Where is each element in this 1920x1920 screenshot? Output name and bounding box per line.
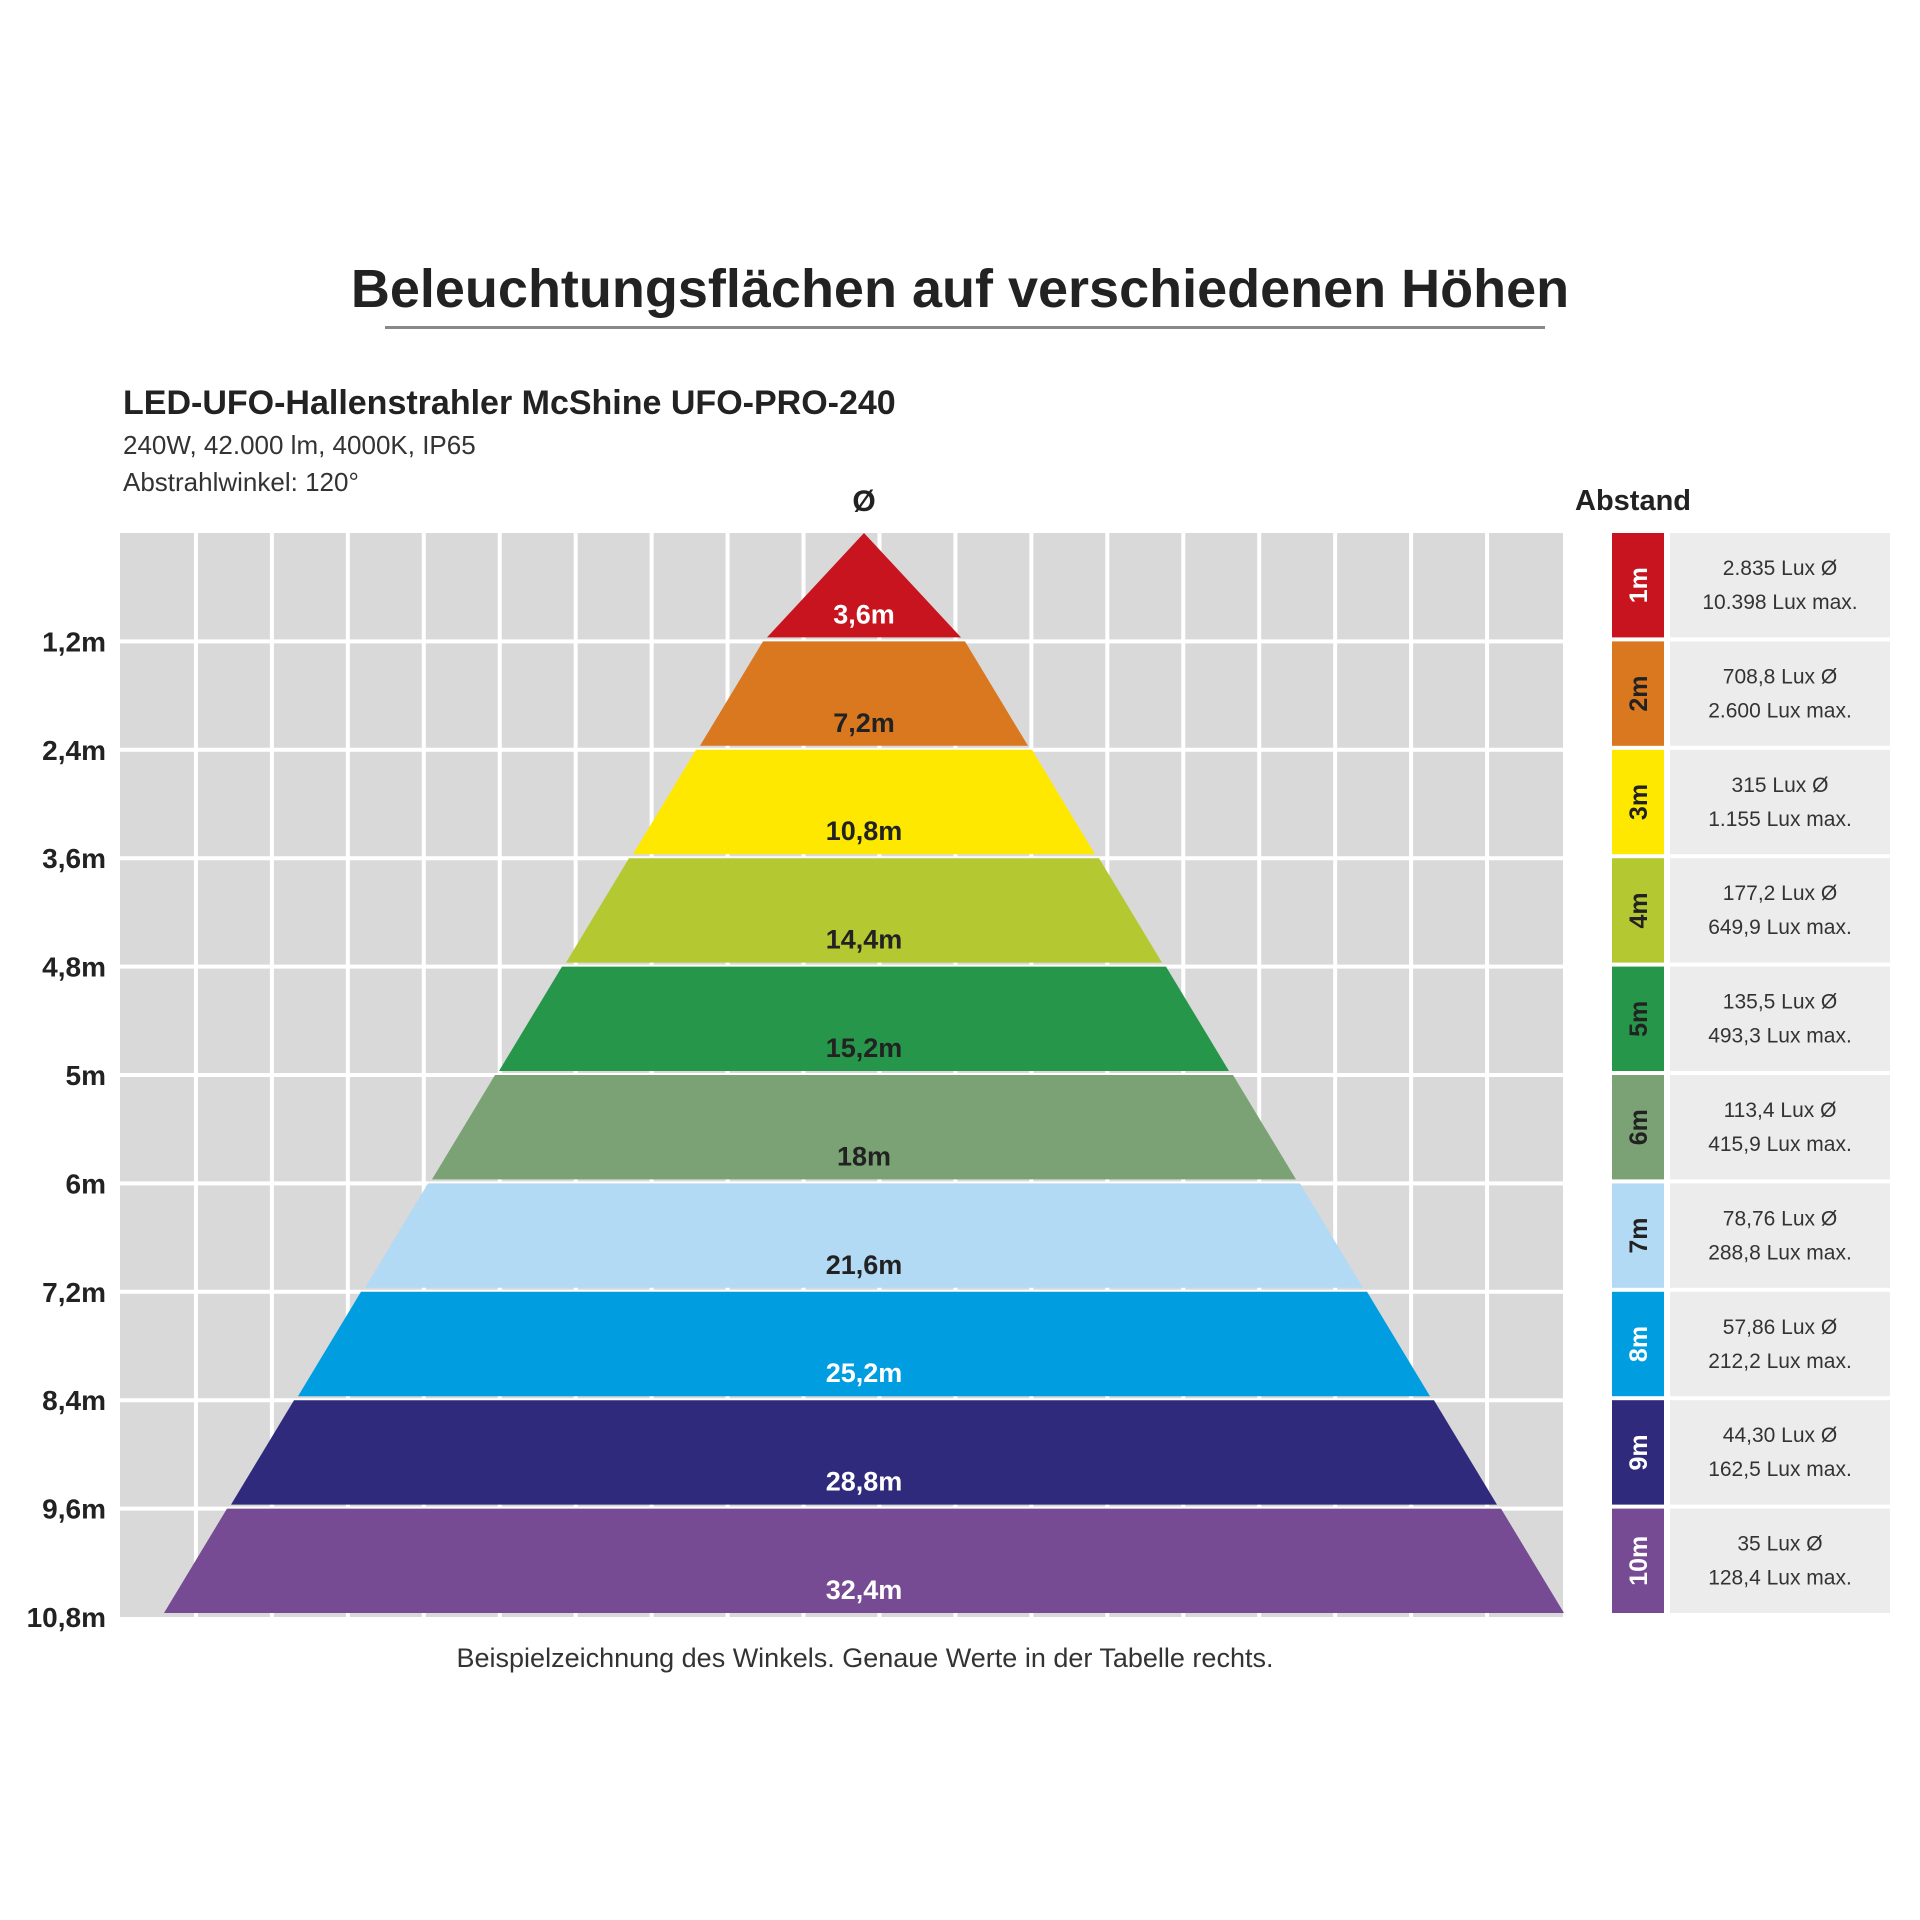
height-label: 5m bbox=[66, 1060, 106, 1091]
lux-max: 162,5 Lux max. bbox=[1708, 1458, 1852, 1481]
pyramid-level bbox=[499, 966, 1229, 1071]
pyramid-level bbox=[164, 1508, 1564, 1613]
product-specs: 240W, 42.000 lm, 4000K, IP65 bbox=[123, 430, 476, 460]
diameter-label: 7,2m bbox=[833, 708, 895, 738]
distance-swatch bbox=[1612, 1291, 1664, 1397]
lux-average: 2.835 Lux Ø bbox=[1723, 557, 1837, 580]
pyramid-level bbox=[700, 641, 1028, 746]
lux-max: 2.600 Lux max. bbox=[1708, 699, 1852, 722]
distance-label: 8m bbox=[1625, 1326, 1653, 1362]
height-label: 1,2m bbox=[42, 626, 106, 657]
distance-label: 1m bbox=[1625, 567, 1653, 603]
distance-swatch bbox=[1612, 1183, 1664, 1288]
diameter-label: 18m bbox=[837, 1141, 891, 1171]
lux-max: 128,4 Lux max. bbox=[1708, 1567, 1852, 1590]
product-name: LED-UFO-Hallenstrahler McShine UFO-PRO-2… bbox=[123, 384, 896, 422]
height-label: 8,4m bbox=[42, 1385, 106, 1416]
diameter-label: 32,4m bbox=[826, 1575, 903, 1605]
height-label: 3,6m bbox=[42, 843, 106, 874]
pyramid-level bbox=[298, 1291, 1430, 1397]
pyramid-level bbox=[231, 1400, 1497, 1505]
diameter-label: 25,2m bbox=[826, 1358, 903, 1388]
diameter-label: 15,2m bbox=[826, 1033, 903, 1063]
distance-label: 4m bbox=[1625, 892, 1653, 928]
distance-table: 1m 2.835 Lux Ø 10.398 Lux max. 2m 708,8 Lux … bbox=[1612, 533, 1890, 1613]
height-label: 6m bbox=[66, 1168, 106, 1199]
diameter-label: 10,8m bbox=[826, 816, 903, 846]
height-label: 7,2m bbox=[42, 1277, 106, 1308]
lux-cell bbox=[1670, 1400, 1890, 1505]
lux-cell bbox=[1670, 858, 1890, 963]
lux-max: 649,9 Lux max. bbox=[1708, 916, 1852, 939]
lux-average: 135,5 Lux Ø bbox=[1723, 991, 1837, 1014]
height-label: 9,6m bbox=[42, 1494, 106, 1525]
height-label: 10,8m bbox=[27, 1602, 106, 1633]
lux-average: 35 Lux Ø bbox=[1737, 1533, 1822, 1556]
lux-average: 177,2 Lux Ø bbox=[1723, 882, 1837, 905]
lux-cell bbox=[1670, 533, 1890, 638]
distance-header: Abstand bbox=[1575, 485, 1691, 517]
pyramid-level bbox=[633, 749, 1095, 855]
main-title: Beleuchtungsflächen auf verschiedenen Hö… bbox=[350, 259, 1570, 319]
distance-label: 10m bbox=[1625, 1536, 1653, 1586]
diameter-label: 28,8m bbox=[826, 1467, 903, 1497]
distance-swatch bbox=[1612, 858, 1664, 963]
pyramid-level bbox=[767, 533, 961, 638]
distance-swatch bbox=[1612, 749, 1664, 855]
pyramid-level bbox=[432, 1075, 1296, 1180]
lux-average: 44,30 Lux Ø bbox=[1723, 1424, 1837, 1447]
lux-average: 315 Lux Ø bbox=[1732, 774, 1829, 797]
light-pyramid: 3,6m 7,2m 10,8m 14,4m 15,2m 18m 21,6m 25,2m 28,8… bbox=[164, 533, 1564, 1613]
distance-label: 7m bbox=[1625, 1218, 1653, 1254]
lux-max: 415,9 Lux max. bbox=[1708, 1133, 1852, 1156]
height-axis: 1,2m 2,4m 3,6m 4,8m 5m 6m 7,2m 8,4m 9,6m 10,8m bbox=[27, 626, 106, 1633]
footnote: Beispielzeichnung des Winkels. Genaue We… bbox=[456, 1643, 1274, 1673]
diameter-label: 21,6m bbox=[826, 1250, 903, 1280]
diameter-label: 3,6m bbox=[833, 599, 895, 629]
distance-swatch bbox=[1612, 641, 1664, 746]
diameter-header-label: Ø bbox=[852, 485, 876, 518]
lux-cell bbox=[1670, 1075, 1890, 1180]
lux-average: 78,76 Lux Ø bbox=[1723, 1207, 1837, 1230]
lux-cell bbox=[1670, 641, 1890, 746]
lux-average: 708,8 Lux Ø bbox=[1723, 665, 1837, 688]
lux-cell bbox=[1670, 1183, 1890, 1288]
lux-cell bbox=[1670, 966, 1890, 1071]
distance-label: 2m bbox=[1625, 676, 1653, 712]
distance-label: 5m bbox=[1625, 1001, 1653, 1037]
lux-cell bbox=[1670, 749, 1890, 855]
lux-cell bbox=[1670, 1291, 1890, 1397]
distance-label: 6m bbox=[1625, 1109, 1653, 1145]
lux-max: 1.155 Lux max. bbox=[1708, 808, 1852, 831]
distance-label: 9m bbox=[1625, 1434, 1653, 1470]
distance-swatch bbox=[1612, 1508, 1664, 1613]
pyramid-level bbox=[365, 1183, 1363, 1288]
pyramid-level bbox=[566, 858, 1162, 963]
product-angle: Abstrahlwinkel: 120° bbox=[123, 467, 359, 497]
lux-max: 493,3 Lux max. bbox=[1708, 1025, 1852, 1048]
distance-label: 3m bbox=[1625, 784, 1653, 820]
lux-max: 10.398 Lux max. bbox=[1702, 591, 1857, 614]
lux-max: 212,2 Lux max. bbox=[1708, 1350, 1852, 1373]
height-label: 2,4m bbox=[42, 735, 106, 766]
distance-swatch bbox=[1612, 1075, 1664, 1180]
title-underline bbox=[385, 326, 1545, 329]
distance-swatch bbox=[1612, 966, 1664, 1071]
lux-average: 113,4 Lux Ø bbox=[1724, 1099, 1837, 1122]
height-label: 4,8m bbox=[42, 952, 106, 983]
distance-swatch bbox=[1612, 1400, 1664, 1505]
lux-cell bbox=[1670, 1508, 1890, 1613]
distance-swatch bbox=[1612, 533, 1664, 638]
lux-average: 57,86 Lux Ø bbox=[1723, 1316, 1837, 1339]
diameter-label: 14,4m bbox=[826, 925, 903, 955]
diameter-header: Ø bbox=[852, 485, 875, 519]
lux-max: 288,8 Lux max. bbox=[1708, 1241, 1852, 1264]
